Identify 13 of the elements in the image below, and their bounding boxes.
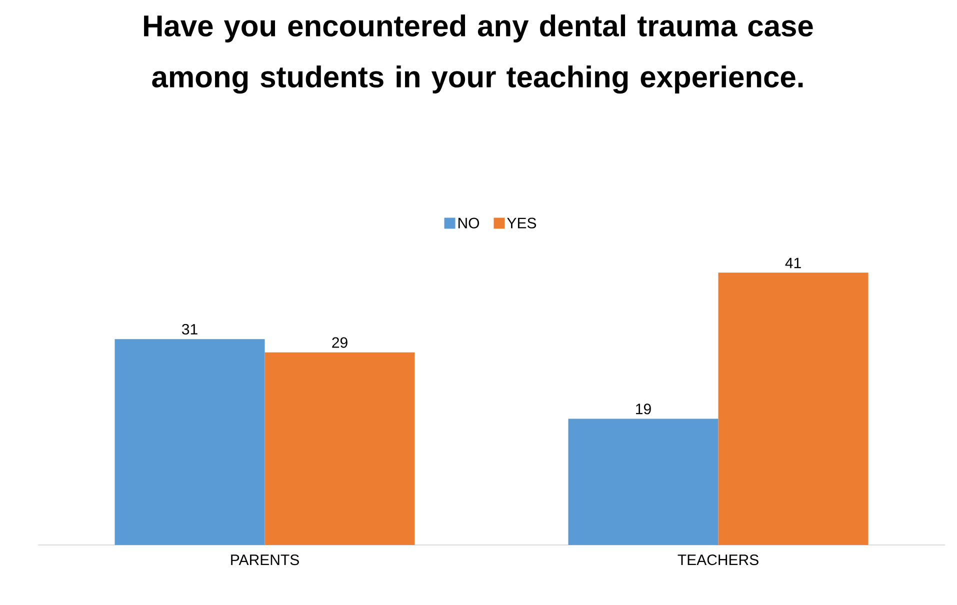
bar	[718, 272, 868, 545]
data-label: 41	[785, 258, 801, 268]
data-label: 29	[332, 337, 348, 348]
legend-label: YES	[507, 218, 536, 228]
x-tick-label: PARENTS	[231, 554, 299, 566]
bar	[568, 418, 718, 545]
x-tick-label: TEACHERS	[678, 554, 758, 566]
bar	[264, 352, 415, 545]
data-label: 31	[182, 324, 198, 335]
legend-label: NO	[458, 218, 480, 228]
bar	[114, 339, 265, 545]
chart-title: Have you encountered any dental trauma case among students in your teaching experience.	[144, 14, 813, 94]
data-label: 19	[636, 404, 651, 414]
